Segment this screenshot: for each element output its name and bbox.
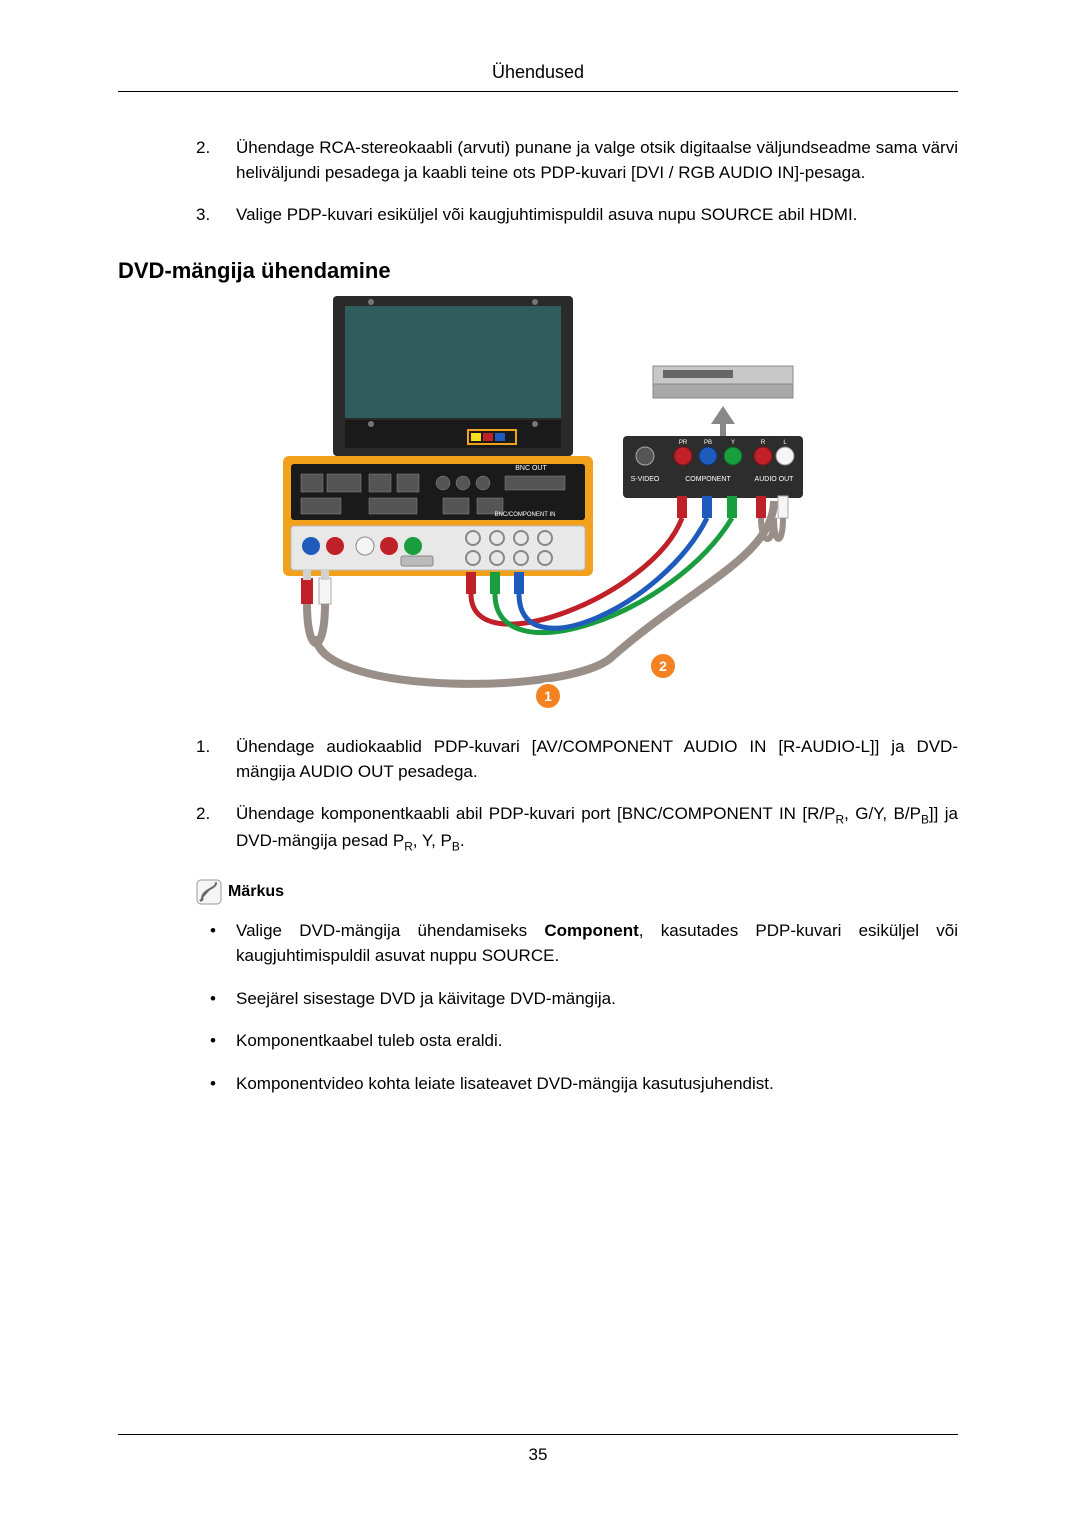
bullet-item: Seejärel sisestage DVD ja käivitage DVD-…: [196, 987, 958, 1012]
list-number: 3.: [118, 203, 236, 228]
pdp-connector-panel: BNC OUT BNC/COMPONENT IN: [283, 456, 593, 576]
dvd-rear-panel: S-VIDEO COMPONENT AUDIO OUT PR PB Y R L: [623, 436, 803, 498]
list-text: Valige PDP-kuvari esiküljel või kaugjuht…: [236, 203, 958, 228]
svg-text:BNC/COMPONENT IN: BNC/COMPONENT IN: [495, 512, 556, 518]
list-item: 1. Ühendage audiokaablid PDP-kuvari [AV/…: [118, 735, 958, 784]
header-rule: [118, 91, 958, 92]
list-number: 2.: [118, 136, 236, 185]
list-item: 3. Valige PDP-kuvari esiküljel või kaugj…: [118, 203, 958, 228]
svg-text:PR: PR: [679, 440, 688, 446]
svg-text:Y: Y: [731, 440, 735, 446]
bullet-item: Valige DVD-mängija ühendamiseks Componen…: [196, 919, 958, 968]
list-text: Ühendage komponentkaabli abil PDP-kuvari…: [236, 802, 958, 855]
svg-text:R: R: [761, 440, 766, 446]
svg-text:COMPONENT: COMPONENT: [685, 476, 731, 483]
bullet-item: Komponentvideo kohta leiate lisateavet D…: [196, 1072, 958, 1097]
svg-text:BNC OUT: BNC OUT: [515, 465, 547, 472]
tv-icon: [333, 296, 573, 456]
page-footer: 35: [118, 1434, 958, 1465]
svg-text:1: 1: [544, 688, 552, 704]
svg-text:PB: PB: [704, 440, 712, 446]
badge-1: 1: [535, 683, 561, 709]
header-title: Ühendused: [118, 62, 958, 83]
dvd-player-icon: [653, 366, 793, 436]
list-text: Ühendage RCA-stereokaabli (arvuti) punan…: [236, 136, 958, 185]
page-number: 35: [118, 1445, 958, 1465]
connection-diagram: S-VIDEO COMPONENT AUDIO OUT PR PB Y R L: [273, 296, 803, 711]
svg-text:S-VIDEO: S-VIDEO: [631, 476, 660, 483]
list-item: 2. Ühendage RCA-stereokaabli (arvuti) pu…: [118, 136, 958, 185]
svg-text:2: 2: [659, 658, 667, 674]
section-heading: DVD-mängija ühendamine: [118, 258, 958, 284]
svg-text:AUDIO OUT: AUDIO OUT: [755, 476, 795, 483]
list-number: 2.: [118, 802, 236, 855]
list-item: 2. Ühendage komponentkaabli abil PDP-kuv…: [118, 802, 958, 855]
note-bullets: Valige DVD-mängija ühendamiseks Componen…: [118, 919, 958, 1096]
note-heading: Märkus: [196, 879, 958, 905]
note-icon: [196, 879, 222, 905]
note-label: Märkus: [228, 883, 284, 901]
list-number: 1.: [118, 735, 236, 784]
badge-2: 2: [650, 653, 676, 679]
bullet-item: Komponentkaabel tuleb osta eraldi.: [196, 1029, 958, 1054]
list-text: Ühendage audiokaablid PDP-kuvari [AV/COM…: [236, 735, 958, 784]
